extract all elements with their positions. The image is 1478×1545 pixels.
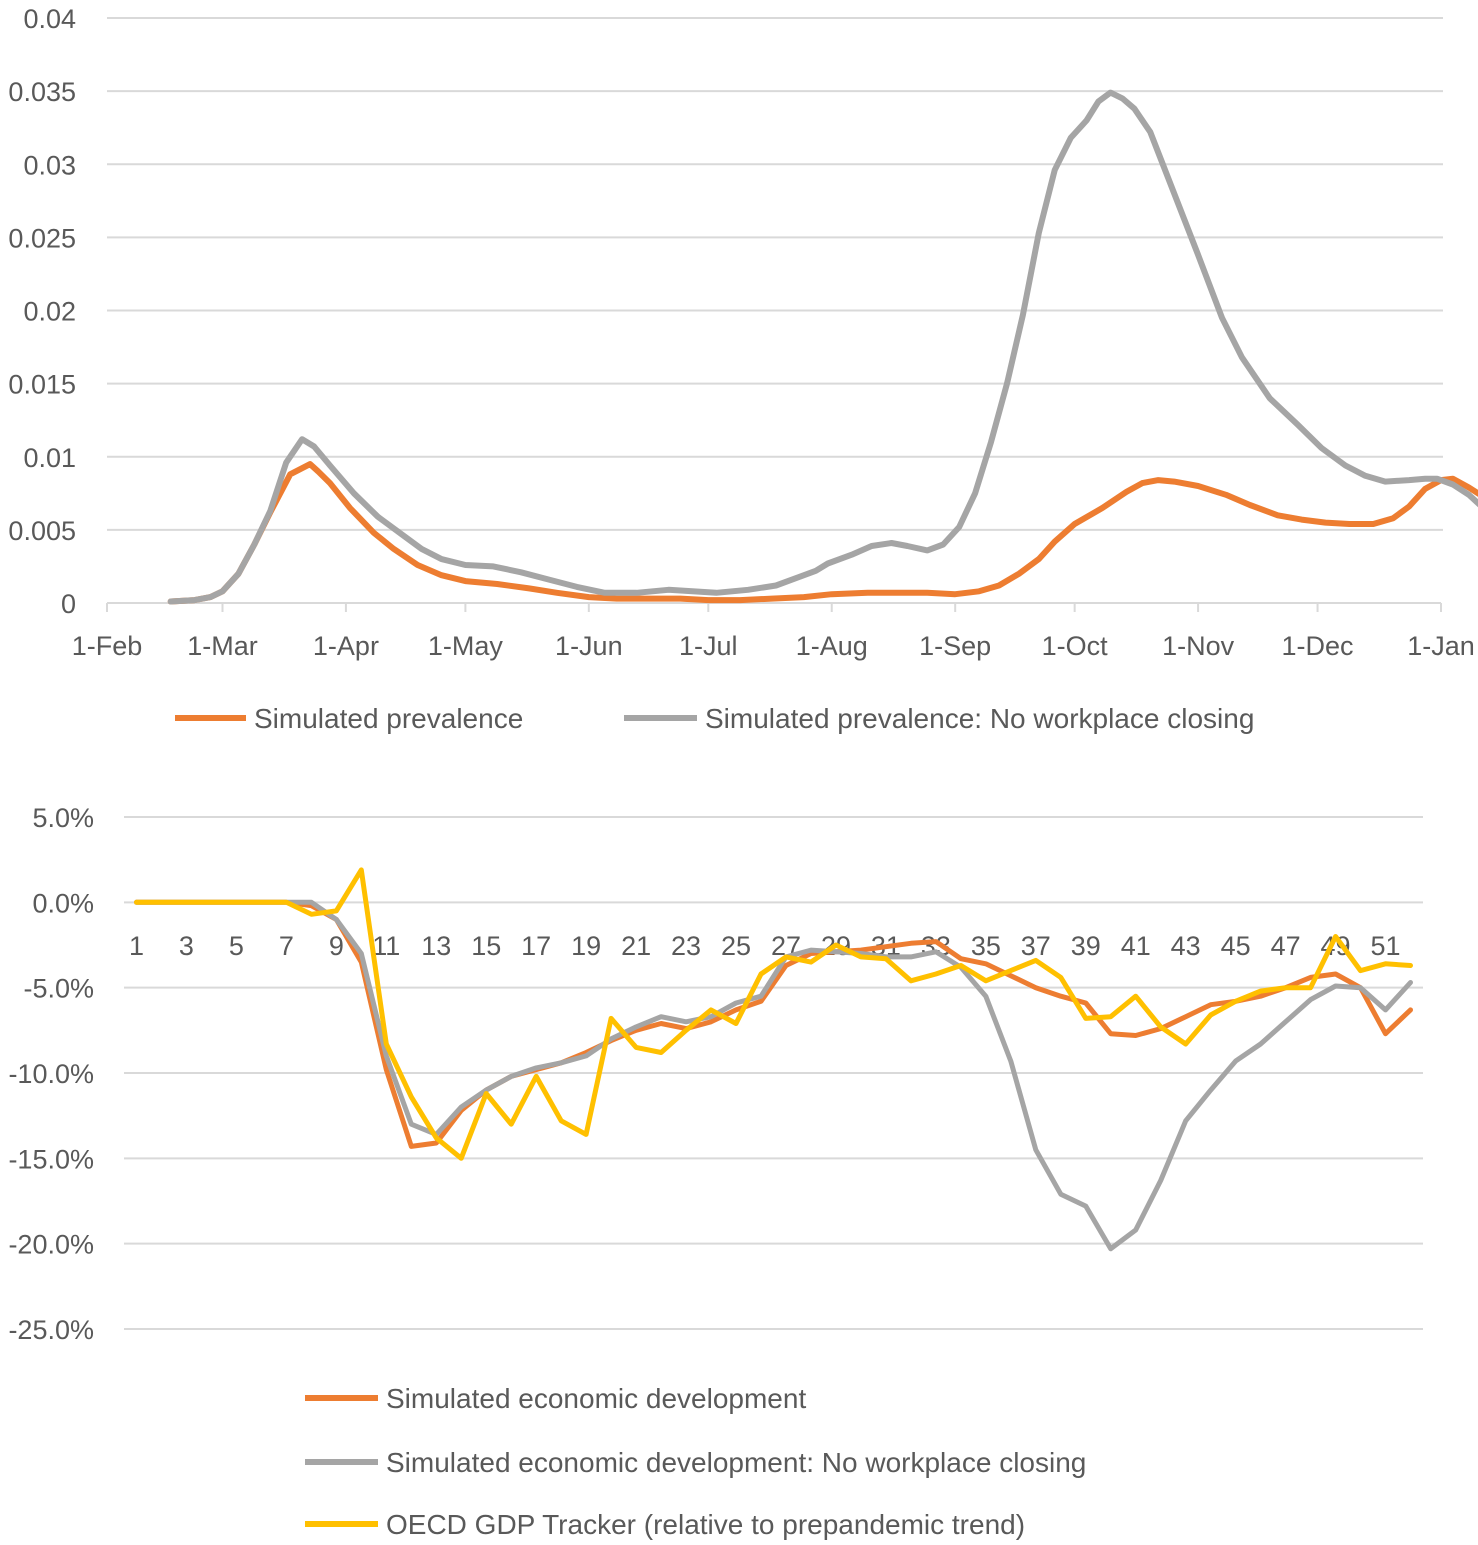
y-tick-label: 0: [61, 589, 76, 619]
x-tick-label: 1-Aug: [796, 631, 868, 661]
x-tick-label: 1-Sep: [919, 631, 991, 661]
x-tick-label: 9: [329, 931, 344, 961]
y-tick-label: 0.03: [23, 150, 76, 180]
prevalence-x-axis: 1-Feb 1-Mar 1-Apr 1-May 1-Jun 1-Jul 1-Aug 1-Sep…: [72, 603, 1475, 661]
y-tick-label: 0.04: [23, 4, 76, 34]
x-tick-label: 7: [279, 931, 294, 961]
x-tick-label: 1-Jul: [679, 631, 738, 661]
y-tick-label: 0.005: [8, 516, 76, 546]
x-tick-label: 1-Feb: [72, 631, 143, 661]
x-tick-label: 45: [1221, 931, 1251, 961]
x-tick-label: 3: [179, 931, 194, 961]
x-tick-label: 17: [521, 931, 551, 961]
x-tick-label: 39: [1071, 931, 1101, 961]
x-tick-label: 5: [229, 931, 244, 961]
legend-label-oecd-gdp: OECD GDP Tracker (relative to prepandemi…: [386, 1509, 1025, 1540]
y-tick-label: 0.025: [8, 223, 76, 253]
x-tick-label: 23: [671, 931, 701, 961]
y-tick-label: 0.015: [8, 370, 76, 400]
x-tick-label: 37: [1021, 931, 1051, 961]
x-tick-label: 25: [721, 931, 751, 961]
prevalence-series: [167, 89, 1478, 605]
y-tick-label: 0.01: [23, 443, 76, 473]
y-tick-label: 0.0%: [32, 888, 94, 918]
y-tick-label: -15.0%: [8, 1144, 94, 1174]
y-tick-label: 0.02: [23, 297, 76, 327]
x-tick-label: 35: [971, 931, 1001, 961]
x-tick-label: 51: [1371, 931, 1401, 961]
x-tick-label: 41: [1121, 931, 1151, 961]
legend-label-no-workplace-closing: Simulated prevalence: No workplace closi…: [705, 703, 1254, 734]
x-tick-label: 15: [471, 931, 501, 961]
x-tick-label: 1-Dec: [1282, 631, 1354, 661]
y-tick-label: -10.0%: [8, 1059, 94, 1089]
y-tick-label: -25.0%: [8, 1315, 94, 1345]
x-tick-label: 1: [129, 931, 144, 961]
series-line-simulated-economic-development: [134, 899, 1413, 1149]
prevalence-gridlines: [107, 17, 1443, 531]
x-tick-label: 1-Apr: [313, 631, 379, 661]
y-tick-label: 0.035: [8, 77, 76, 107]
series-line-simulated-prevalence-no-workplace-closing: [167, 89, 1478, 605]
y-tick-label: -20.0%: [8, 1230, 94, 1260]
legend-label-simulated-economic: Simulated economic development: [386, 1383, 806, 1414]
economic-series: [134, 867, 1413, 1252]
prevalence-legend: Simulated prevalence Simulated prevalenc…: [175, 703, 1254, 734]
x-tick-label: 43: [1171, 931, 1201, 961]
y-tick-label: 5.0%: [32, 803, 94, 833]
economic-x-axis: 1 3 5 7 9 11 13 15 17 19 21 23 25 27 29 31 33 35 37 39 41 43 4…: [129, 931, 1401, 961]
x-tick-label: 47: [1271, 931, 1301, 961]
x-tick-label: 1-Jun: [555, 631, 623, 661]
x-tick-label: 19: [571, 931, 601, 961]
legend-label-simulated-prevalence: Simulated prevalence: [254, 703, 523, 734]
prevalence-chart: 0 0.005 0.01 0.015 0.02 0.025 0.03 0.035 0.04 1-…: [8, 4, 1478, 734]
x-tick-label: 1-Jan: [1407, 631, 1475, 661]
x-tick-label: 13: [421, 931, 451, 961]
economic-y-axis: 5.0% 0.0% -5.0% -10.0% -15.0% -20.0% -25.0%: [8, 803, 94, 1345]
y-tick-label: -5.0%: [23, 974, 94, 1004]
series-line-simulated-prevalence: [167, 461, 1478, 605]
legend-label-economic-no-workplace-closing: Simulated economic development: No workp…: [386, 1447, 1086, 1478]
x-tick-label: 1-Mar: [187, 631, 258, 661]
economic-legend: Simulated economic development Simulated…: [305, 1383, 1086, 1540]
x-tick-label: 21: [621, 931, 651, 961]
prevalence-y-axis: 0 0.005 0.01 0.015 0.02 0.025 0.03 0.035 0.04: [8, 4, 76, 619]
series-line-simulated-economic-development-no-workplace-closing: [134, 899, 1413, 1252]
x-tick-label: 1-Nov: [1162, 631, 1235, 661]
series-line-oecd-gdp-tracker-relative-to-prepandemic-trend: [134, 867, 1413, 1161]
x-tick-label: 1-May: [428, 631, 504, 661]
x-tick-label: 1-Oct: [1042, 631, 1109, 661]
x-tick-label: 11: [372, 931, 400, 961]
